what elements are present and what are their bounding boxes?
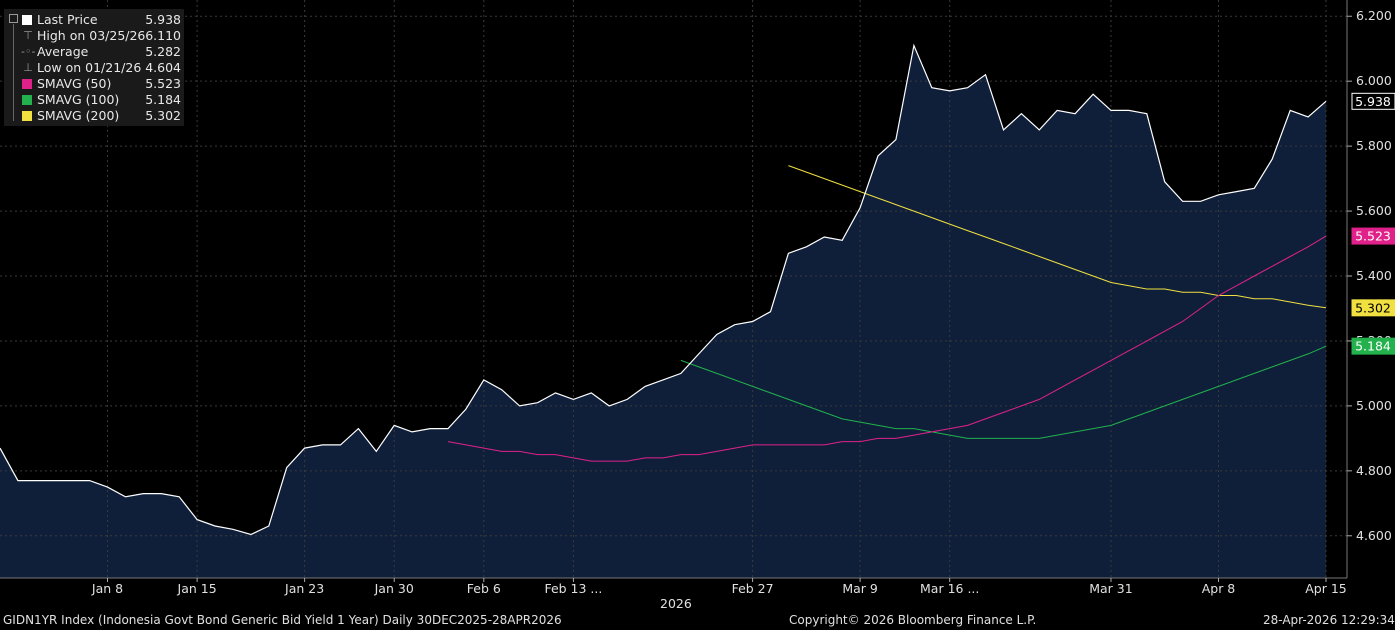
x-tick-label: Apr 8 (1202, 581, 1236, 596)
legend-item-low: ⊥ Low on 01/21/26 4.604 (4, 60, 184, 76)
high-icon: ⊤ (23, 29, 33, 42)
sma50-line (447, 235, 1327, 462)
x-tick-label: Apr 15 (1305, 581, 1347, 596)
last-price-swatch-icon (22, 15, 32, 25)
x-tick-label: Jan 15 (177, 581, 217, 596)
sma100-line (680, 345, 1327, 439)
legend-item-sma100: SMAVG (100) 5.184 (4, 92, 184, 108)
x-tick-label: Feb 27 (732, 581, 774, 596)
legend-label: High on 03/25/26 (37, 28, 146, 43)
legend-item-last-price: Last Price 5.938 (4, 12, 184, 28)
x-tick-label: Mar 16 ... (920, 581, 979, 596)
collapse-icon[interactable] (9, 14, 18, 23)
legend-value: 4.604 (145, 60, 181, 75)
end-label-box (1351, 299, 1395, 317)
price-area (0, 45, 1326, 578)
x-tick-label: Jan 8 (91, 581, 123, 596)
end-label-smavg-50-: 5.523 (1355, 229, 1391, 244)
legend-item-sma50: SMAVG (50) 5.523 (4, 76, 184, 92)
legend-label: Last Price (37, 12, 98, 27)
end-label-smavg-200-: 5.302 (1355, 300, 1391, 315)
legend-item-high: ⊤ High on 03/25/26 6.110 (4, 28, 184, 44)
end-label-box (1351, 337, 1395, 355)
x-tick-label: Mar 31 (1089, 581, 1132, 596)
y-tick-label: 4.600 (1356, 528, 1392, 543)
legend-value: 5.282 (145, 44, 181, 59)
y-tick-label: 4.800 (1356, 463, 1392, 478)
year-label: 2026 (660, 596, 692, 611)
sma50-swatch-icon (22, 79, 32, 89)
x-tick-label: Feb 6 (467, 581, 501, 596)
legend-label: SMAVG (50) (37, 76, 112, 91)
low-icon: ⊥ (23, 61, 33, 74)
end-label-box (1351, 92, 1395, 110)
legend-value: 5.938 (145, 12, 181, 27)
last-price-line (0, 43, 1327, 536)
y-tick-label: 6.200 (1356, 8, 1392, 23)
sma100-swatch-icon (22, 95, 32, 105)
legend-label: Average (37, 44, 89, 59)
legend-value: 5.184 (145, 92, 181, 107)
sma200-swatch-icon (22, 111, 32, 121)
y-tick-label: 6.000 (1356, 73, 1392, 88)
sma200-line (788, 165, 1327, 309)
average-icon: -◦- (21, 45, 36, 58)
legend-value: 5.523 (145, 76, 181, 91)
y-tick-label: 5.600 (1356, 203, 1392, 218)
y-tick-label: 5.800 (1356, 138, 1392, 153)
legend-item-sma200: SMAVG (200) 5.302 (4, 108, 184, 124)
x-tick-label: Mar 9 (842, 581, 878, 596)
legend-value: 6.110 (145, 28, 181, 43)
footer-description: GIDN1YR Index (Indonesia Govt Bond Gener… (3, 613, 562, 627)
legend-value: 5.302 (145, 108, 181, 123)
legend-label: SMAVG (100) (37, 92, 120, 107)
footer-copyright: Copyright© 2026 Bloomberg Finance L.P. (789, 613, 1037, 627)
y-tick-label: 5.000 (1356, 398, 1392, 413)
legend: Last Price 5.938 ⊤ High on 03/25/26 6.11… (4, 9, 184, 126)
y-tick-label: 5.400 (1356, 268, 1392, 283)
x-tick-label: Jan 30 (374, 581, 414, 596)
legend-item-average: -◦- Average 5.282 (4, 44, 184, 60)
end-label-box (1351, 227, 1395, 245)
legend-label: Low on 01/21/26 (37, 60, 142, 75)
end-label-smavg-100-: 5.184 (1355, 339, 1391, 354)
x-tick-label: Jan 23 (284, 581, 324, 596)
end-label-last-price: 5.938 (1355, 94, 1391, 109)
legend-label: SMAVG (200) (37, 108, 120, 123)
legend-tree-line (13, 24, 14, 121)
x-tick-label: Feb 13 ... (544, 581, 602, 596)
footer-timestamp: 28-Apr-2026 12:29:34 (1263, 613, 1395, 627)
